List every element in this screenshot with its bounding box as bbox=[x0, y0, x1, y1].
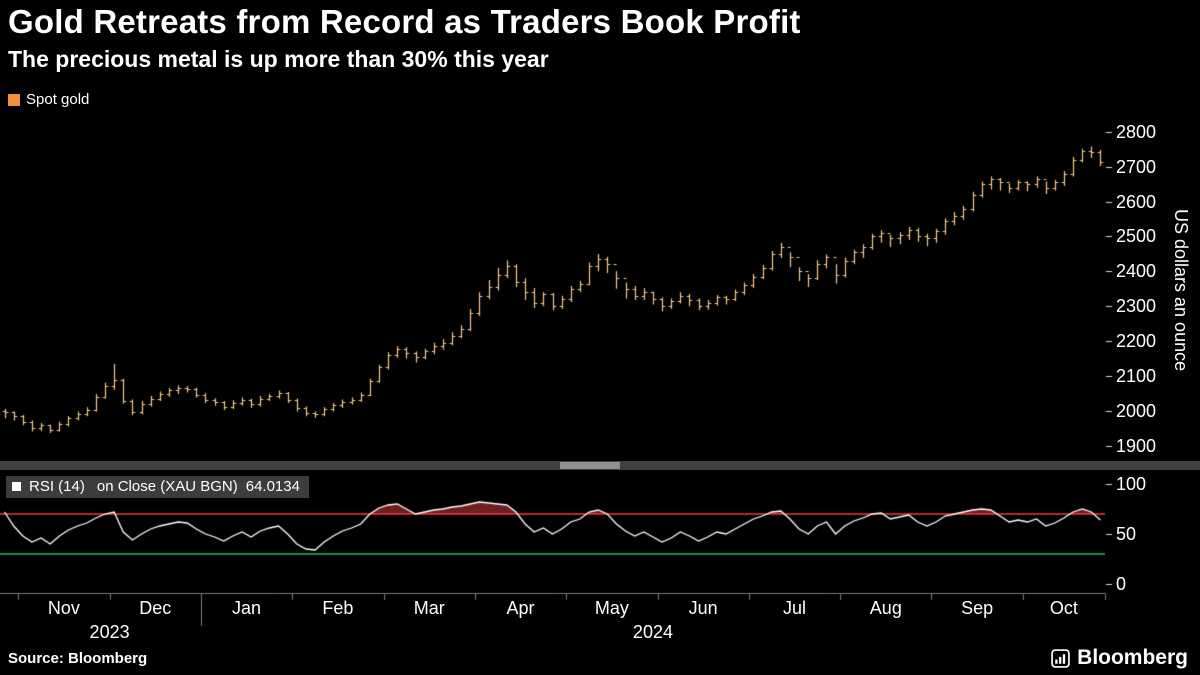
legend: Spot gold bbox=[8, 91, 89, 108]
year-label: 2023 bbox=[89, 622, 130, 642]
rsi-axis-tick-label: 50 bbox=[1116, 524, 1137, 544]
chart-subtitle: The precious metal is up more than 30% t… bbox=[8, 46, 549, 72]
month-tick-label: Oct bbox=[1049, 598, 1078, 618]
price-axis-tick-label: 2400 bbox=[1116, 261, 1157, 282]
price-axis-tick-label: 2000 bbox=[1116, 400, 1157, 421]
month-tick-label: Mar bbox=[413, 598, 445, 618]
rsi-indicator-label[interactable]: RSI (14) on Close (XAU BGN) 64.0134 bbox=[6, 476, 309, 498]
price-axis-tick-label: 2800 bbox=[1116, 121, 1157, 142]
month-tick-label: Apr bbox=[506, 598, 535, 618]
month-tick-label: Jul bbox=[782, 598, 807, 618]
chart-title: Gold Retreats from Record as Traders Boo… bbox=[8, 3, 801, 40]
month-tick-label: Jan bbox=[232, 598, 262, 618]
month-tick-label: Jun bbox=[688, 598, 718, 618]
month-tick-label: Feb bbox=[322, 598, 354, 618]
rsi-value: 64.0134 bbox=[245, 478, 300, 495]
price-axis-tick-label: 2300 bbox=[1116, 296, 1157, 317]
price-axis-tick-label: 2600 bbox=[1116, 191, 1157, 212]
bloomberg-logo: Bloomberg bbox=[1051, 646, 1188, 670]
rsi-axis-tick-label: 100 bbox=[1116, 474, 1147, 494]
bloomberg-chart-icon bbox=[1051, 648, 1070, 668]
year-label: 2024 bbox=[632, 622, 673, 642]
rsi-name: RSI (14) bbox=[29, 478, 85, 495]
rsi-detail: on Close (XAU BGN) bbox=[96, 478, 238, 495]
price-axis-tick-label: 1900 bbox=[1116, 435, 1157, 456]
source-attribution: Source: Bloomberg bbox=[8, 650, 148, 667]
price-axis-tick-label: 2200 bbox=[1116, 331, 1157, 351]
spot-gold-swatch-icon bbox=[8, 93, 20, 106]
divider-handle[interactable] bbox=[560, 462, 620, 469]
price-axis-tick-label: 2500 bbox=[1116, 226, 1157, 247]
legend-label: Spot gold bbox=[26, 91, 90, 108]
bloomberg-wordmark: Bloomberg bbox=[1077, 646, 1188, 669]
month-tick-label: May bbox=[594, 598, 629, 618]
price-axis-tick-label: 2100 bbox=[1116, 365, 1157, 386]
panel-divider[interactable] bbox=[0, 461, 1200, 470]
month-tick-label: Aug bbox=[869, 598, 902, 618]
y-axis-unit-label: US dollars an ounce bbox=[1171, 208, 1191, 372]
month-tick-label: Dec bbox=[139, 598, 172, 618]
month-tick-label: Sep bbox=[961, 598, 994, 618]
rsi-legend-swatch-icon bbox=[12, 482, 21, 491]
price-axis-tick-label: 2700 bbox=[1116, 156, 1157, 177]
rsi-axis-tick-label: 0 bbox=[1116, 574, 1127, 594]
month-tick-label: Nov bbox=[47, 598, 80, 618]
